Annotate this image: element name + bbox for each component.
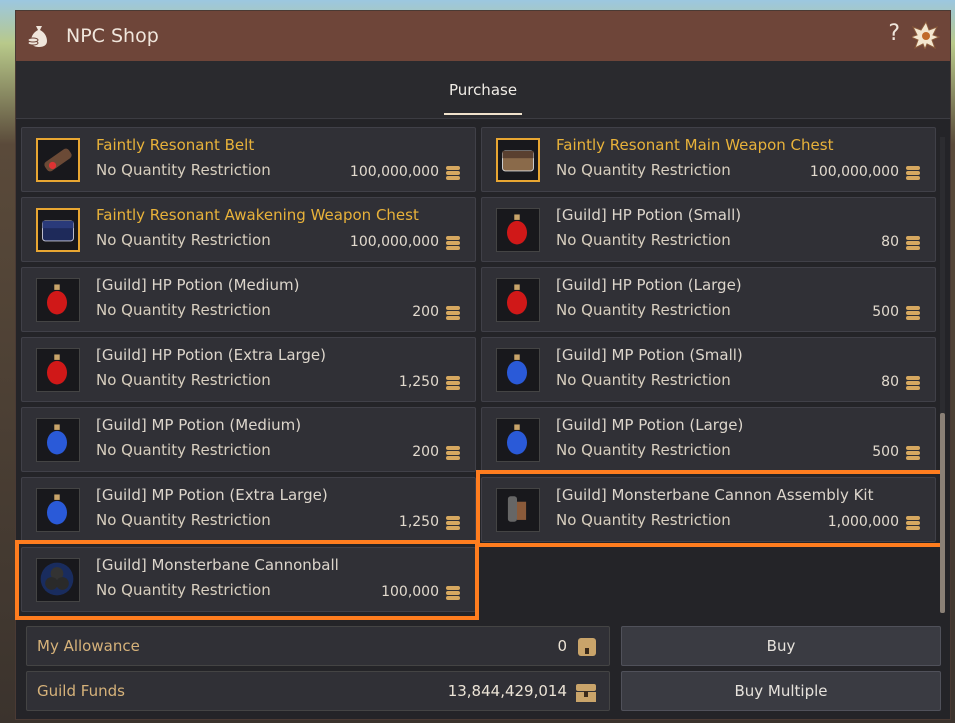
shop-item[interactable]: [Guild] MP Potion (Small) No Quantity Re… (481, 337, 936, 402)
item-price: 100,000 (381, 584, 439, 600)
scrollbar[interactable] (940, 137, 945, 613)
guild-funds-label: Guild Funds (37, 682, 125, 700)
guild-funds-value: 13,844,429,014 (447, 682, 567, 700)
coin-stack-icon (446, 166, 460, 180)
item-name: [Guild] HP Potion (Medium) (96, 276, 300, 294)
coin-stack-icon (906, 446, 920, 460)
shop-item[interactable]: [Guild] Monsterbane Cannon Assembly Kit … (481, 477, 936, 542)
coin-stack-icon (446, 516, 460, 530)
item-restriction: No Quantity Restriction (556, 441, 731, 459)
item-price: 80 (881, 374, 899, 390)
money-bag-icon (27, 26, 47, 47)
chest-icon (496, 138, 540, 182)
hp-potion-icon (496, 208, 540, 252)
shop-item[interactable]: [Guild] Monsterbane Cannonball No Quanti… (21, 547, 476, 612)
item-price: 500 (872, 304, 899, 320)
item-restriction: No Quantity Restriction (96, 441, 271, 459)
item-name: [Guild] HP Potion (Extra Large) (96, 346, 327, 364)
window-title: NPC Shop (66, 25, 159, 47)
treasure-chest-icon (576, 684, 596, 702)
item-price: 1,000,000 (827, 514, 899, 530)
item-restriction: No Quantity Restriction (96, 301, 271, 319)
guild-funds-field: Guild Funds 13,844,429,014 (26, 671, 610, 711)
shop-item[interactable]: Faintly Resonant Belt No Quantity Restri… (21, 127, 476, 192)
shop-item[interactable]: [Guild] HP Potion (Extra Large) No Quant… (21, 337, 476, 402)
item-price: 100,000,000 (349, 234, 439, 250)
shop-item[interactable]: [Guild] HP Potion (Medium) No Quantity R… (21, 267, 476, 332)
coin-stack-icon (906, 306, 920, 320)
item-name: Faintly Resonant Awakening Weapon Chest (96, 206, 419, 224)
item-price: 100,000,000 (349, 164, 439, 180)
blue-chest-icon (36, 208, 80, 252)
hp-potion-icon (36, 348, 80, 392)
shop-item[interactable]: Faintly Resonant Awakening Weapon Chest … (21, 197, 476, 262)
item-restriction: No Quantity Restriction (96, 161, 271, 179)
cannonball-icon (36, 558, 80, 602)
item-name: Faintly Resonant Main Weapon Chest (556, 136, 834, 154)
item-restriction: No Quantity Restriction (556, 301, 731, 319)
item-restriction: No Quantity Restriction (96, 231, 271, 249)
item-restriction: No Quantity Restriction (556, 371, 731, 389)
cannon-kit-icon (496, 488, 540, 532)
mp-potion-icon (496, 348, 540, 392)
item-name: [Guild] MP Potion (Extra Large) (96, 486, 328, 504)
shop-item[interactable]: Faintly Resonant Main Weapon Chest No Qu… (481, 127, 936, 192)
shop-item[interactable]: [Guild] HP Potion (Large) No Quantity Re… (481, 267, 936, 332)
item-price: 1,250 (398, 374, 439, 390)
item-name: [Guild] MP Potion (Medium) (96, 416, 302, 434)
item-name: [Guild] Monsterbane Cannon Assembly Kit (556, 486, 874, 504)
item-name: [Guild] HP Potion (Large) (556, 276, 742, 294)
coin-stack-icon (446, 376, 460, 390)
mp-potion-icon (496, 418, 540, 462)
shop-item[interactable]: [Guild] HP Potion (Small) No Quantity Re… (481, 197, 936, 262)
belt-icon (36, 138, 80, 182)
item-restriction: No Quantity Restriction (96, 581, 271, 599)
scrollbar-thumb[interactable] (940, 413, 945, 613)
item-price: 200 (412, 444, 439, 460)
coin-stack-icon (446, 236, 460, 250)
item-restriction: No Quantity Restriction (96, 371, 271, 389)
item-name: [Guild] MP Potion (Small) (556, 346, 743, 364)
buy-button[interactable]: Buy (621, 626, 941, 666)
hp-potion-icon (496, 278, 540, 322)
item-price: 80 (881, 234, 899, 250)
coin-stack-icon (906, 516, 920, 530)
hp-potion-icon (36, 278, 80, 322)
item-restriction: No Quantity Restriction (556, 511, 731, 529)
mp-potion-icon (36, 418, 80, 462)
item-restriction: No Quantity Restriction (96, 511, 271, 529)
shop-item[interactable]: [Guild] MP Potion (Medium) No Quantity R… (21, 407, 476, 472)
coin-stack-icon (446, 446, 460, 460)
coin-stack-icon (906, 376, 920, 390)
npc-shop-window: NPC Shop ? Purchase Faintly Resonant Bel… (15, 10, 951, 720)
coin-stack-icon (906, 166, 920, 180)
my-allowance-field: My Allowance 0 (26, 626, 610, 666)
item-price: 1,250 (398, 514, 439, 530)
item-restriction: No Quantity Restriction (556, 161, 731, 179)
shop-item[interactable]: [Guild] MP Potion (Large) No Quantity Re… (481, 407, 936, 472)
item-price: 500 (872, 444, 899, 460)
allowance-value: 0 (557, 637, 567, 655)
item-name: Faintly Resonant Belt (96, 136, 255, 154)
coin-stack-icon (906, 236, 920, 250)
item-price: 200 (412, 304, 439, 320)
help-button[interactable]: ? (888, 21, 900, 46)
tab-bar: Purchase (16, 61, 950, 119)
shop-item[interactable]: [Guild] MP Potion (Extra Large) No Quant… (21, 477, 476, 542)
tab-purchase[interactable]: Purchase (444, 81, 522, 115)
settings-icon[interactable] (912, 21, 940, 49)
coin-stack-icon (446, 306, 460, 320)
item-restriction: No Quantity Restriction (556, 231, 731, 249)
item-list: Faintly Resonant Belt No Quantity Restri… (21, 127, 939, 617)
item-name: [Guild] Monsterbane Cannonball (96, 556, 339, 574)
buy-multiple-button[interactable]: Buy Multiple (621, 671, 941, 711)
coin-stack-icon (446, 586, 460, 600)
allowance-label: My Allowance (37, 637, 140, 655)
item-name: [Guild] MP Potion (Large) (556, 416, 744, 434)
mp-potion-icon (36, 488, 80, 532)
item-name: [Guild] HP Potion (Small) (556, 206, 742, 224)
pouch-icon (578, 638, 596, 656)
title-bar[interactable]: NPC Shop ? (16, 11, 950, 61)
item-price: 100,000,000 (809, 164, 899, 180)
